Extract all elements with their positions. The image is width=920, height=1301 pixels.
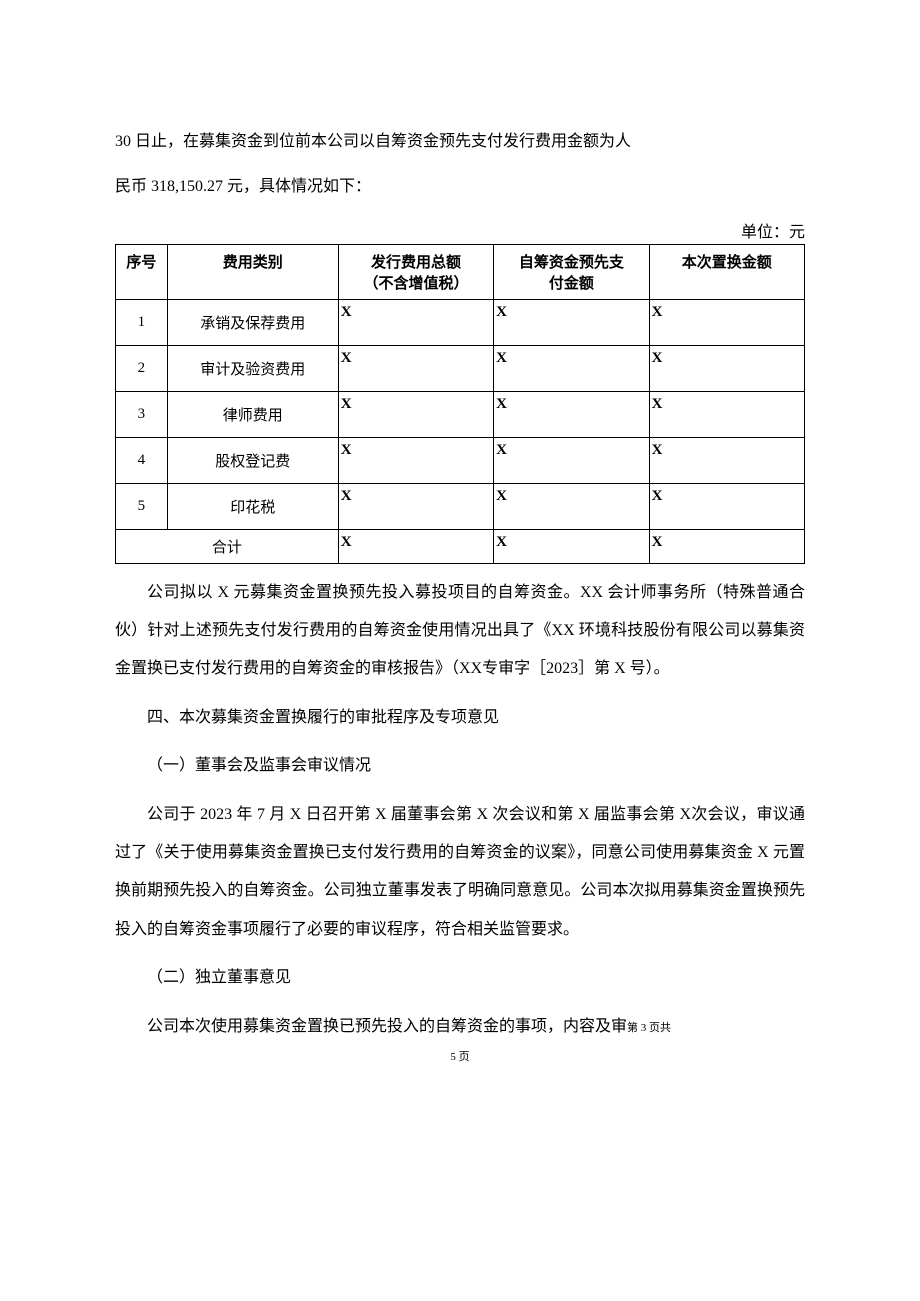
table-total-row: 合计 X X X — [116, 529, 805, 563]
footer-inline: 第 3 页共 — [627, 1022, 671, 1034]
cell-replace: X — [649, 391, 804, 437]
paragraph-3-main: 公司本次使用募集资金置换已预先投入的自筹资金的事项，内容及审 — [147, 1018, 627, 1035]
intro-line1: 30 日止，在募集资金到位前本公司以自筹资金预先支付发行费用金额为人 — [115, 133, 631, 150]
header-seq: 序号 — [116, 244, 168, 299]
table-row: 1 承销及保荐费用 X X X — [116, 299, 805, 345]
cell-replace: X — [649, 529, 804, 563]
paragraph-2: 公司于 2023 年 7 月 X 日召开第 X 届董事会第 X 次会议和第 X … — [115, 796, 805, 950]
header-category: 费用类别 — [167, 244, 338, 299]
cell-category: 律师费用 — [167, 391, 338, 437]
paragraph-1: 公司拟以 X 元募集资金置换预先投入募投项目的自筹资金。XX 会计师事务所（特殊… — [115, 574, 805, 689]
cell-replace: X — [649, 483, 804, 529]
cell-total-fee: X — [338, 391, 493, 437]
section-heading-4: 四、本次募集资金置换履行的审批程序及专项意见 — [115, 699, 805, 737]
cell-seq: 1 — [116, 299, 168, 345]
fee-table: 序号 费用类别 发行费用总额 （不含增值税） 自筹资金预先支 付金额 本次置换金… — [115, 244, 805, 564]
intro-paragraph: 30 日止，在募集资金到位前本公司以自筹资金预先支付发行费用金额为人 民币 31… — [115, 120, 805, 210]
sub-heading-2: （二）独立董事意见 — [115, 959, 805, 997]
cell-total-fee: X — [338, 483, 493, 529]
cell-prepaid: X — [494, 299, 649, 345]
cell-category: 印花税 — [167, 483, 338, 529]
cell-total-label: 合计 — [116, 529, 339, 563]
table-row: 2 审计及验资费用 X X X — [116, 345, 805, 391]
cell-seq: 2 — [116, 345, 168, 391]
cell-prepaid: X — [494, 391, 649, 437]
table-row: 5 印花税 X X X — [116, 483, 805, 529]
table-row: 4 股权登记费 X X X — [116, 437, 805, 483]
cell-seq: 3 — [116, 391, 168, 437]
cell-total-fee: X — [338, 529, 493, 563]
cell-prepaid: X — [494, 437, 649, 483]
table-row: 3 律师费用 X X X — [116, 391, 805, 437]
cell-prepaid: X — [494, 345, 649, 391]
cell-replace: X — [649, 299, 804, 345]
intro-line2: 民币 318,150.27 元，具体情况如下： — [115, 178, 371, 195]
header-total-fee: 发行费用总额 （不含增值税） — [338, 244, 493, 299]
paragraph-3: 公司本次使用募集资金置换已预先投入的自筹资金的事项，内容及审第 3 页共 — [115, 1008, 805, 1046]
cell-category: 承销及保荐费用 — [167, 299, 338, 345]
header-replace: 本次置换金额 — [649, 244, 804, 299]
cell-category: 审计及验资费用 — [167, 345, 338, 391]
cell-category: 股权登记费 — [167, 437, 338, 483]
cell-seq: 5 — [116, 483, 168, 529]
page-footer: 5 页 — [115, 1048, 805, 1064]
table-header-row: 序号 费用类别 发行费用总额 （不含增值税） 自筹资金预先支 付金额 本次置换金… — [116, 244, 805, 299]
cell-replace: X — [649, 437, 804, 483]
cell-total-fee: X — [338, 437, 493, 483]
cell-replace: X — [649, 345, 804, 391]
cell-total-fee: X — [338, 345, 493, 391]
cell-seq: 4 — [116, 437, 168, 483]
cell-total-fee: X — [338, 299, 493, 345]
sub-heading-1: （一）董事会及监事会审议情况 — [115, 747, 805, 785]
cell-prepaid: X — [494, 483, 649, 529]
header-prepaid: 自筹资金预先支 付金额 — [494, 244, 649, 299]
cell-prepaid: X — [494, 529, 649, 563]
table-unit-label: 单位：元 — [115, 218, 805, 242]
